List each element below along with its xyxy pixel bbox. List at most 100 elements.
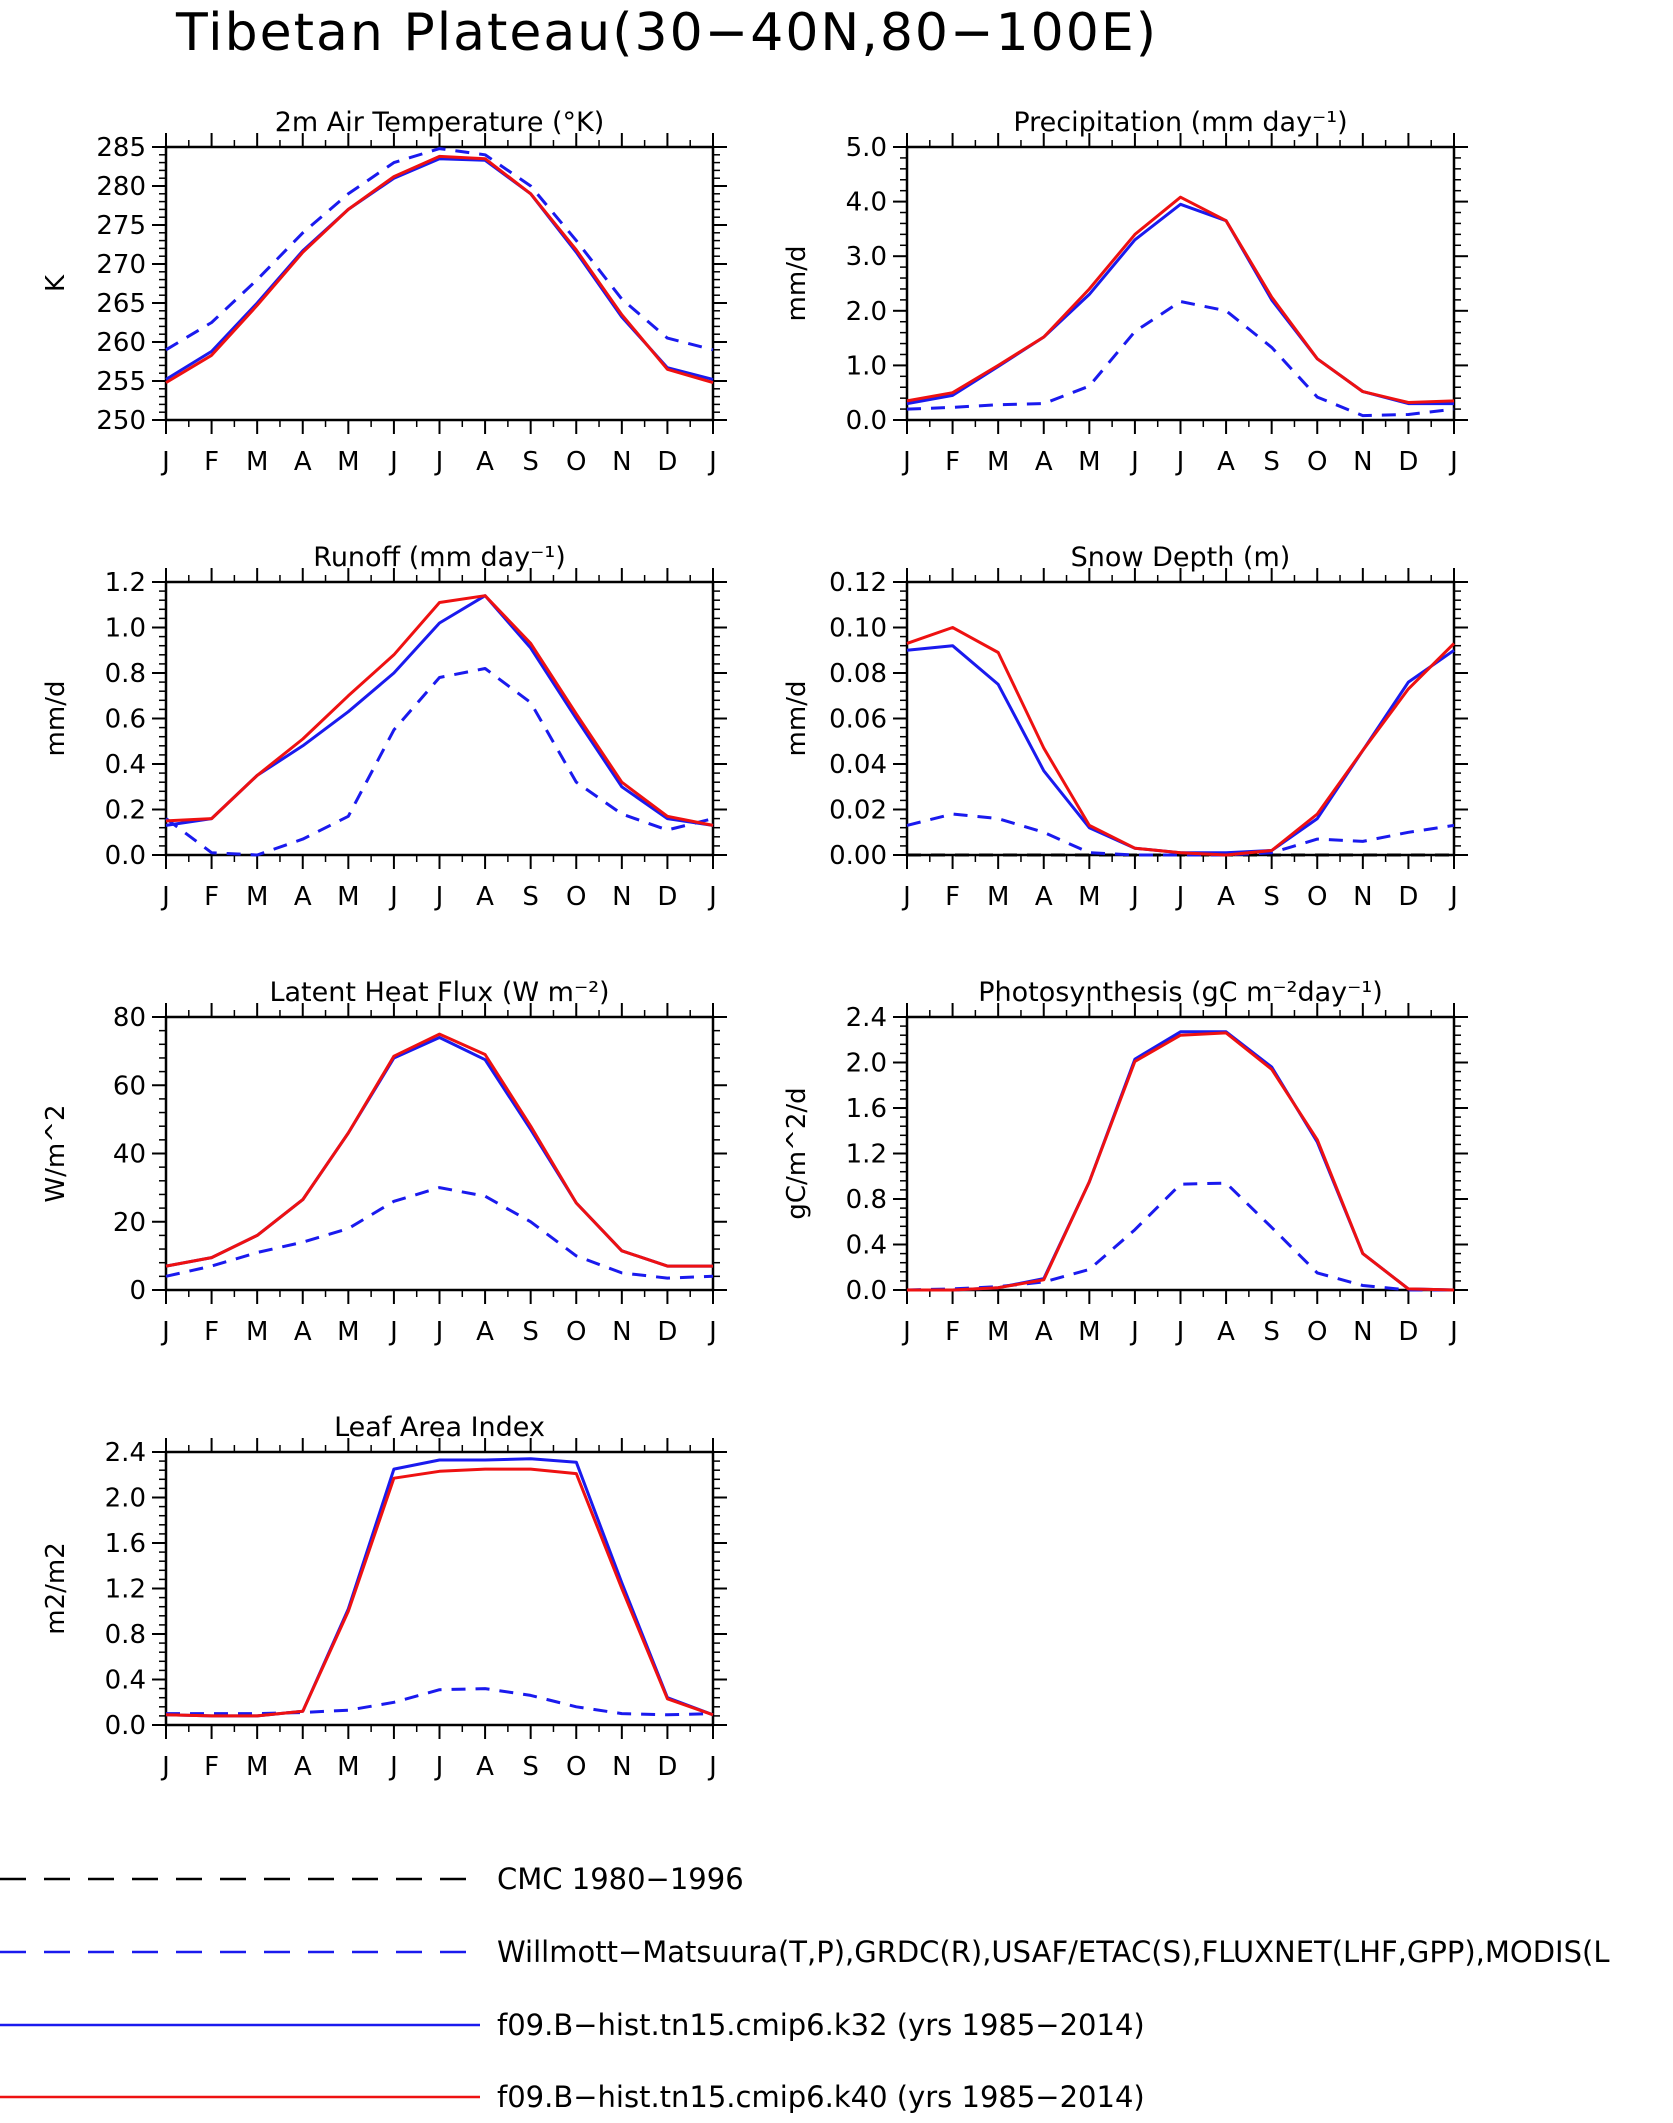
x-tick-label: N [1353, 882, 1372, 912]
series-line-k40 [165, 1467, 714, 1718]
x-tick-label: J [1448, 1317, 1458, 1347]
x-tick-label: J [901, 1317, 911, 1347]
page-title: Tibetan Plateau(30−40N,80−100E) [175, 3, 1158, 63]
x-tick-label: M [337, 447, 359, 477]
chart-panel-3: Runoff (mm day⁻¹)J F M A M J J A S O N D J0.00.20.40… [41, 542, 727, 912]
x-tick-label: F [945, 447, 960, 477]
chart-title: Leaf Area Index [334, 1412, 545, 1443]
y-tick-label: 80 [113, 1003, 146, 1033]
chart-title: Precipitation (mm day⁻¹) [1013, 107, 1347, 138]
y-tick-label: 1.6 [846, 1094, 887, 1124]
series-line-k32 [165, 1457, 714, 1718]
chart-panel-4: Snow Depth (m)J F M A M J J A S O N D J0.000.020.040… [782, 542, 1468, 912]
y-tick-label: 0.4 [846, 1231, 887, 1261]
x-tick-label: J [707, 447, 717, 477]
y-tick-label: 0.06 [829, 705, 887, 735]
chart-panel-6: Photosynthesis (gC m⁻²day⁻¹)J F M A M J J A S O N D… [782, 977, 1468, 1347]
chart-panel-1: 2m Air Temperature (°K)J F M A M J J A S O N D J2502… [41, 107, 727, 477]
x-tick-label: M [246, 447, 268, 477]
x-tick-label: A [476, 1752, 494, 1782]
x-tick-label: J [160, 882, 170, 912]
x-tick-label: A [294, 447, 312, 477]
plot-frame [905, 580, 1456, 857]
x-tick-label: J [1175, 1317, 1185, 1347]
y-tick-label: 3.0 [846, 242, 887, 272]
y-tick-label: 1.2 [846, 1140, 887, 1170]
y-tick-label: 60 [113, 1071, 146, 1101]
y-tick-label: 5.0 [846, 133, 887, 163]
series-line-k32 [907, 1030, 1455, 1292]
x-tick-label: O [1307, 447, 1327, 477]
y-tick-label: 1.0 [105, 614, 146, 644]
x-tick-label: O [1307, 1317, 1327, 1347]
x-tick-label: A [1217, 447, 1235, 477]
y-tick-label: 0.00 [829, 841, 887, 871]
x-tick-label: F [945, 1317, 960, 1347]
y-tick-label: 1.2 [105, 1575, 146, 1605]
plot-frame [164, 145, 715, 422]
y-axis-label: K [41, 274, 71, 292]
x-tick-label: N [612, 1752, 631, 1782]
y-tick-label: 255 [96, 367, 146, 397]
x-tick-label: A [1035, 1317, 1053, 1347]
y-tick-label: 0.08 [829, 659, 887, 689]
x-tick-label: S [522, 1752, 539, 1782]
x-tick-label: D [657, 1752, 677, 1782]
x-tick-label: M [987, 1317, 1009, 1347]
legend-label-2: Willmott−Matsuura(T,P),GRDC(R),USAF/ETAC… [497, 1935, 1610, 1969]
series-line-k32 [165, 1036, 713, 1268]
y-tick-label: 2.0 [846, 1049, 887, 1079]
x-tick-label: J [388, 447, 398, 477]
y-axis-label: m2/m2 [41, 1542, 71, 1635]
x-tick-label: A [1035, 882, 1053, 912]
series-line-k40 [906, 195, 1455, 404]
chart-panel-2: Precipitation (mm day⁻¹)J F M A M J J A S O N D J0.0… [782, 107, 1468, 477]
y-axis-label: W/m^2 [41, 1104, 71, 1202]
y-tick-label: 0 [129, 1276, 146, 1306]
x-tick-label: D [1398, 447, 1418, 477]
x-tick-label: O [566, 1752, 586, 1782]
chart-title: 2m Air Temperature (°K) [275, 107, 605, 138]
x-tick-label: O [1307, 882, 1327, 912]
series-line-obs [906, 1181, 1454, 1292]
x-tick-label: M [246, 882, 268, 912]
x-tick-label: F [945, 882, 960, 912]
x-tick-label: M [987, 447, 1009, 477]
x-tick-label: D [657, 1317, 677, 1347]
y-tick-label: 0.8 [105, 1620, 146, 1650]
legend-label-3: f09.B−hist.tn15.cmip6.k32 (yrs 1985−2014… [497, 2008, 1145, 2042]
x-tick-label: A [294, 1317, 312, 1347]
x-tick-label: J [707, 1752, 717, 1782]
series-line-k32 [906, 644, 1455, 855]
x-tick-label: J [1129, 447, 1139, 477]
x-tick-label: A [476, 447, 494, 477]
y-tick-label: 270 [96, 250, 146, 280]
y-tick-label: 0.02 [829, 796, 887, 826]
x-tick-label: F [204, 1752, 219, 1782]
chart-panel-5: Latent Heat Flux (W m⁻²)J F M A M J J A S O N D J020… [41, 977, 727, 1347]
x-tick-label: M [1078, 447, 1100, 477]
x-tick-label: A [1217, 882, 1235, 912]
x-tick-label: J [1448, 447, 1458, 477]
y-tick-label: 0.0 [105, 841, 146, 871]
series-line-obs [165, 667, 714, 857]
x-tick-label: J [1175, 882, 1185, 912]
series-line-obs [165, 147, 714, 352]
y-axis-label: mm/d [782, 681, 812, 757]
y-tick-label: 250 [96, 406, 146, 436]
x-tick-label: J [434, 882, 444, 912]
legend-label-4: f09.B−hist.tn15.cmip6.k40 (yrs 1985−2014… [497, 2080, 1145, 2114]
x-tick-label: M [246, 1752, 268, 1782]
x-tick-label: J [160, 1752, 170, 1782]
x-tick-label: S [522, 447, 539, 477]
series-line-k40 [165, 154, 714, 385]
x-tick-label: J [1448, 882, 1458, 912]
y-tick-label: 0.2 [105, 796, 146, 826]
x-tick-label: N [612, 447, 631, 477]
y-tick-label: 275 [96, 211, 146, 241]
x-tick-label: J [434, 1317, 444, 1347]
series-line-k32 [165, 157, 714, 381]
plot-frame [905, 1015, 1456, 1292]
series-line-obs [906, 812, 1455, 857]
y-tick-label: 0.8 [105, 659, 146, 689]
